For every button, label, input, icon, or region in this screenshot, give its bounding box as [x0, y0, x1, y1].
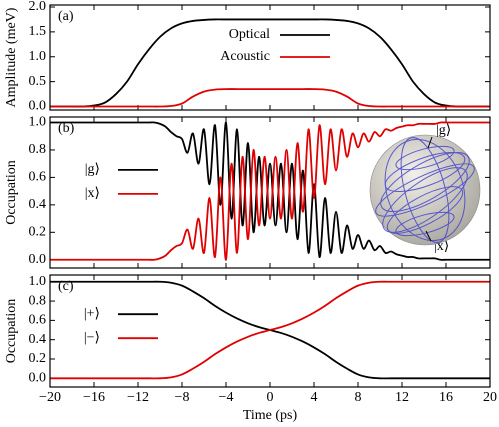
y-tick-label: 0.6: [29, 170, 47, 185]
inset-label: |g⟩: [436, 123, 451, 138]
legend-label: |+⟩: [84, 306, 100, 321]
y-tick-label: 0.6: [29, 313, 47, 328]
x-tick-label: 8: [355, 390, 362, 405]
x-tick-label: −4: [219, 390, 234, 405]
x-tick-label: −20: [39, 390, 61, 405]
bloch-sphere-inset: [369, 134, 481, 246]
plot-area: [50, 121, 490, 261]
y-tick-label: 2.0: [29, 0, 47, 14]
legend-label: |x⟩: [85, 186, 100, 201]
y-tick-label: 0.5: [29, 74, 47, 89]
series-line: [50, 88, 490, 108]
legend-label: Acoustic: [220, 49, 270, 64]
panel-label: (c): [58, 279, 74, 294]
series-line: [50, 121, 490, 261]
y-tick-label: 0.2: [29, 351, 47, 366]
y-tick-label: 1.5: [29, 24, 47, 39]
series-line: [50, 18, 490, 108]
legend-label: |g⟩: [85, 162, 100, 177]
x-tick-label: 20: [483, 390, 497, 405]
series-line: [50, 280, 490, 380]
y-tick-label: 0.0: [29, 371, 47, 386]
panel-label: (b): [58, 121, 75, 136]
axes-frame: [49, 116, 491, 269]
y-tick-label: 0.8: [29, 142, 47, 157]
x-tick-label: 4: [311, 390, 318, 405]
y-tick-label: 1.0: [29, 115, 47, 130]
y-tick-label: 0.0: [29, 252, 47, 267]
legend-label: |−⟩: [84, 330, 100, 345]
x-tick-label: 12: [395, 390, 409, 405]
x-tick-label: −8: [175, 390, 190, 405]
x-tick-label: −16: [83, 390, 105, 405]
series-line: [50, 121, 490, 261]
y-tick-label: 0.4: [29, 197, 47, 212]
axes-frame: [49, 274, 491, 388]
y-tick-label: 0.2: [29, 225, 47, 240]
y-axis-label: Occupation: [4, 299, 19, 364]
panel-label: (a): [58, 9, 74, 24]
y-tick-label: 1.0: [29, 274, 47, 289]
x-tick-label: −12: [127, 390, 149, 405]
y-tick-label: 0.4: [29, 332, 47, 347]
y-tick-label: 0.0: [29, 99, 47, 114]
x-tick-label: 0: [267, 390, 274, 405]
y-axis-label: Amplitude (meV): [4, 7, 19, 107]
y-axis-label: Occupation: [4, 160, 19, 225]
axes-frame: [49, 4, 491, 111]
y-tick-label: 0.8: [29, 293, 47, 308]
x-axis-label: Time (ps): [243, 408, 298, 423]
legend-label: Optical: [229, 27, 270, 42]
x-tick-label: 16: [439, 390, 453, 405]
plot-area: [50, 280, 490, 380]
y-tick-label: 1.0: [29, 49, 47, 64]
plot-area: [50, 18, 490, 108]
